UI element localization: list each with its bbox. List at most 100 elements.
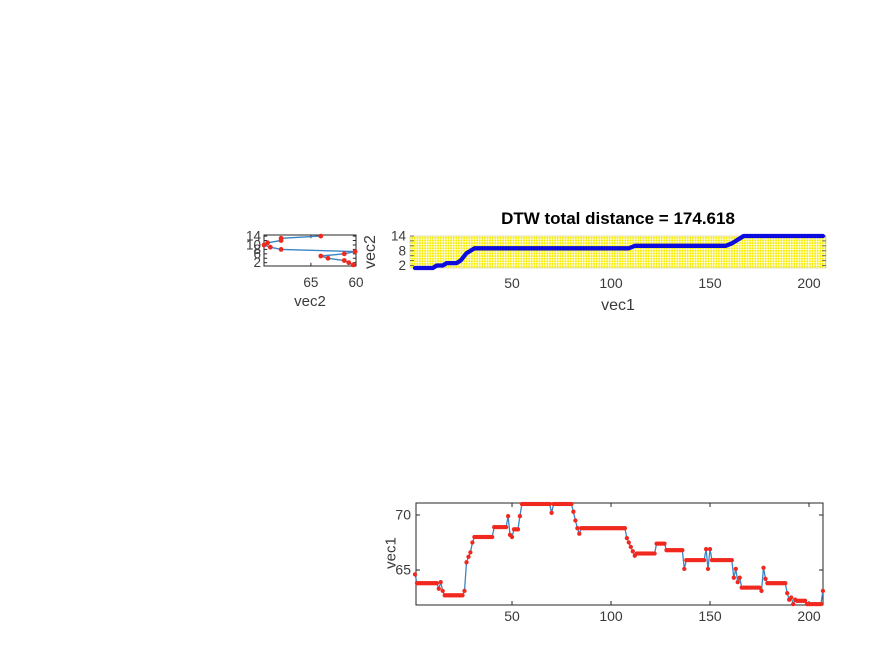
vec1-markers bbox=[412, 501, 826, 607]
data-marker bbox=[705, 566, 711, 572]
vec1-y-tick-label: 65 bbox=[395, 562, 411, 578]
warp-plot-ylabel: vec2 bbox=[362, 235, 379, 269]
data-marker bbox=[412, 572, 418, 577]
data-marker bbox=[509, 534, 515, 540]
vec1-x-tick-label: 50 bbox=[504, 608, 520, 624]
vec2-plot-xlabel: vec2 bbox=[294, 293, 326, 310]
data-marker bbox=[577, 531, 582, 536]
vec1-x-tick-label: 150 bbox=[698, 608, 722, 624]
data-marker bbox=[549, 510, 554, 515]
data-marker bbox=[464, 560, 469, 565]
warp-x-tick-label: 100 bbox=[599, 275, 623, 291]
data-marker bbox=[466, 554, 471, 559]
vec1-plot: 70 65 50 100 150 200 bbox=[395, 501, 826, 624]
data-marker bbox=[325, 255, 331, 261]
data-marker bbox=[652, 551, 657, 556]
warp-plot-xlabel: vec1 bbox=[601, 297, 635, 314]
data-marker bbox=[783, 581, 788, 586]
data-marker bbox=[438, 579, 443, 585]
data-marker bbox=[680, 548, 685, 553]
warp-y-tick-label: 8 bbox=[398, 243, 406, 258]
data-marker bbox=[346, 260, 352, 266]
data-marker bbox=[733, 566, 738, 572]
data-marker bbox=[350, 262, 356, 268]
data-marker bbox=[547, 501, 552, 507]
data-marker bbox=[802, 598, 808, 603]
data-marker bbox=[818, 601, 824, 607]
data-marker bbox=[701, 557, 707, 563]
data-marker bbox=[630, 549, 635, 554]
data-marker bbox=[573, 518, 578, 523]
data-marker bbox=[575, 526, 580, 531]
data-marker bbox=[503, 524, 509, 530]
dtw-total-distance-title: DTW total distance = 174.618 bbox=[501, 209, 735, 228]
data-marker bbox=[318, 233, 324, 239]
warp-x-tick-label: 50 bbox=[504, 275, 520, 291]
data-marker bbox=[761, 565, 766, 570]
data-marker bbox=[785, 590, 790, 596]
data-marker bbox=[460, 593, 465, 598]
data-marker bbox=[791, 601, 796, 607]
vec2-y-tick-label: 2 bbox=[253, 255, 261, 270]
vec2-series-line bbox=[262, 235, 356, 266]
vec2-y-tick-label: 14 bbox=[246, 229, 262, 244]
data-marker bbox=[436, 586, 441, 591]
data-marker bbox=[707, 546, 713, 552]
vec2-y-tick-label: 8 bbox=[253, 242, 261, 257]
warp-y-tick-label: 14 bbox=[391, 229, 407, 244]
data-marker bbox=[757, 585, 762, 590]
vec1-x-tick-label: 100 bbox=[599, 608, 623, 624]
vec2-y-tick-label: 6 bbox=[253, 246, 261, 261]
data-marker bbox=[440, 588, 445, 594]
data-marker bbox=[759, 588, 764, 594]
data-marker bbox=[490, 534, 495, 540]
data-marker bbox=[628, 544, 633, 550]
data-marker bbox=[318, 253, 324, 259]
vec1-x-tick-label: 200 bbox=[797, 608, 821, 624]
data-marker bbox=[341, 258, 347, 263]
data-marker bbox=[763, 576, 768, 581]
distance-matrix-fill bbox=[409, 235, 827, 269]
data-marker bbox=[731, 575, 736, 580]
data-marker bbox=[571, 509, 576, 514]
data-marker bbox=[622, 526, 628, 531]
data-marker bbox=[626, 540, 631, 545]
vec2-markers bbox=[261, 233, 358, 268]
data-marker bbox=[569, 501, 574, 507]
data-marker bbox=[517, 513, 523, 519]
data-marker bbox=[729, 557, 734, 563]
data-marker bbox=[278, 235, 284, 241]
data-marker bbox=[261, 242, 267, 248]
data-marker bbox=[820, 588, 826, 594]
data-marker bbox=[662, 541, 667, 546]
vec1-axes-box bbox=[415, 502, 824, 606]
data-marker bbox=[737, 575, 742, 580]
data-marker bbox=[703, 546, 709, 552]
data-marker bbox=[682, 566, 687, 572]
vec2-y-tick-label: 10 bbox=[246, 237, 261, 252]
warp-y-tick-label: 2 bbox=[398, 258, 406, 273]
vec2-x-tick-label: 65 bbox=[303, 275, 318, 290]
data-marker bbox=[267, 244, 273, 250]
data-marker bbox=[434, 581, 439, 586]
vec1-plot-ylabel: vec1 bbox=[382, 537, 400, 569]
data-marker bbox=[468, 550, 473, 555]
data-marker bbox=[352, 249, 358, 255]
vec1-y-tick-label: 70 bbox=[395, 507, 411, 523]
warp-x-tick-label: 200 bbox=[797, 275, 821, 291]
data-marker bbox=[735, 579, 740, 585]
data-marker bbox=[515, 527, 521, 532]
data-marker bbox=[505, 513, 511, 519]
vec2-x-tick-label: 60 bbox=[348, 275, 363, 290]
data-marker bbox=[470, 540, 475, 545]
data-marker bbox=[265, 240, 270, 246]
warping-path-line bbox=[412, 233, 826, 271]
data-marker bbox=[789, 595, 794, 600]
data-marker bbox=[341, 251, 347, 257]
data-marker bbox=[278, 247, 284, 252]
warp-x-tick-label: 150 bbox=[698, 275, 722, 291]
